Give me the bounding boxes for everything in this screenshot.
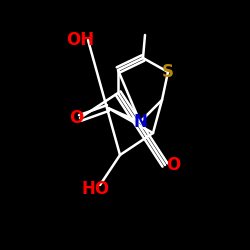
Text: N: N <box>133 113 147 131</box>
Text: S: S <box>162 63 174 81</box>
Text: OH: OH <box>66 31 94 49</box>
Text: O: O <box>166 156 180 174</box>
Text: O: O <box>69 109 83 127</box>
Text: HO: HO <box>82 180 110 198</box>
